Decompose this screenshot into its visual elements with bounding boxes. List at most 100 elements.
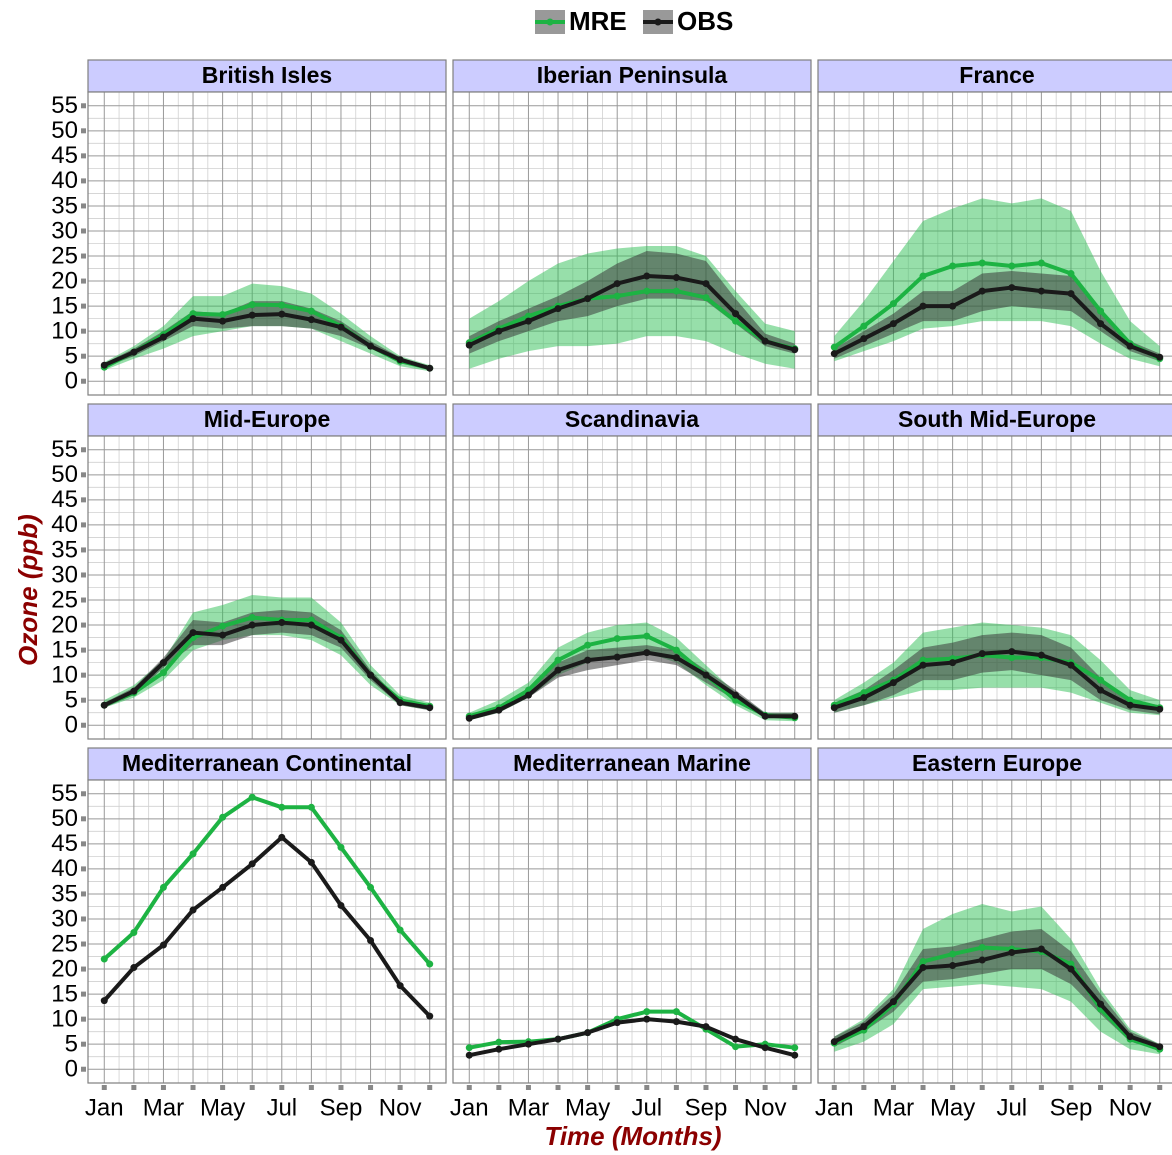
data-point: [495, 706, 503, 714]
data-point: [248, 311, 256, 319]
series-line: [103, 312, 431, 371]
facet-strip: [817, 403, 1172, 437]
facet-title: British Isles: [202, 62, 332, 88]
data-point: [732, 310, 740, 318]
data-point: [830, 343, 838, 351]
data-point: [1037, 287, 1045, 295]
panel-border: [452, 91, 812, 396]
data-point: [100, 997, 108, 1005]
x-tick: [397, 1085, 403, 1090]
y-tick-label: 0: [65, 1056, 78, 1083]
data-point: [219, 813, 227, 821]
panel-content: [818, 780, 1172, 1083]
series-line: [468, 1009, 795, 1050]
x-tick: [427, 1085, 433, 1090]
x-tick-label: Mar: [873, 1094, 914, 1121]
data-point: [919, 272, 927, 280]
data-point: [761, 712, 769, 720]
x-tick: [1127, 1085, 1133, 1090]
y-tick: [81, 891, 86, 897]
x-tick-label: Jul: [631, 1094, 662, 1121]
y-tick-label: 15: [51, 292, 78, 319]
y-tick: [81, 447, 86, 453]
panel-content: [818, 92, 1172, 395]
x-tick: [1157, 1085, 1163, 1090]
legend-dot: [546, 18, 554, 26]
data-point: [1067, 661, 1075, 669]
data-point: [761, 337, 769, 345]
x-tick: [466, 1085, 472, 1090]
y-tick-label: 55: [51, 92, 78, 119]
x-tick-label: Nov: [379, 1094, 422, 1121]
panel-border: [87, 435, 447, 740]
data-point: [219, 883, 227, 891]
x-tick-label: Jan: [85, 1094, 124, 1121]
data-point: [761, 1044, 769, 1052]
x-tick: [792, 1085, 798, 1090]
range-band: [469, 251, 795, 354]
y-tick: [81, 378, 86, 384]
data-point: [248, 793, 256, 801]
data-point: [613, 292, 621, 300]
data-point: [396, 982, 404, 990]
facet-title: France: [959, 62, 1034, 88]
data-point: [248, 860, 256, 868]
y-tick: [81, 278, 86, 284]
x-tick: [525, 1085, 531, 1090]
data-point: [791, 1044, 799, 1052]
y-tick: [81, 547, 86, 553]
y-tick: [81, 128, 86, 134]
data-point: [130, 964, 138, 972]
x-tick: [703, 1085, 709, 1090]
facet-strip: [452, 747, 812, 781]
data-point: [1126, 342, 1134, 350]
data-point: [465, 714, 473, 722]
data-point: [949, 262, 957, 270]
data-point: [307, 858, 315, 866]
data-point: [159, 883, 167, 891]
data-point: [889, 679, 897, 687]
data-point: [1008, 284, 1016, 292]
x-tick-label: Jan: [450, 1094, 489, 1121]
data-point: [1097, 676, 1105, 684]
panel-content: [88, 436, 446, 739]
data-point: [1008, 654, 1016, 662]
panel-content: [453, 780, 811, 1083]
data-point: [1156, 705, 1164, 713]
facet-title: Scandinavia: [565, 406, 699, 432]
data-point: [830, 704, 838, 712]
x-tick: [279, 1085, 285, 1090]
x-tick: [496, 1085, 502, 1090]
facet-title: Iberian Peninsula: [537, 62, 728, 88]
data-point: [643, 649, 651, 657]
data-point: [396, 699, 404, 707]
x-tick: [644, 1085, 650, 1090]
data-point: [672, 646, 680, 654]
data-point: [1008, 648, 1016, 656]
data-point: [465, 1051, 473, 1059]
x-tick: [585, 1085, 591, 1090]
panel-content: [88, 780, 446, 1083]
y-tick-label: 0: [65, 368, 78, 395]
series-line: [468, 289, 796, 351]
data-point: [949, 962, 957, 970]
y-tick-label: 55: [51, 436, 78, 463]
y-tick: [81, 353, 86, 359]
series-line: [102, 795, 432, 966]
data-point: [732, 317, 740, 325]
data-point: [732, 1043, 740, 1051]
data-point: [278, 301, 286, 309]
data-point: [524, 691, 532, 699]
y-tick-label: 45: [51, 830, 78, 857]
x-tick-label: Sep: [320, 1094, 363, 1121]
data-point: [367, 342, 375, 350]
y-tick-label: 25: [51, 242, 78, 269]
series-line: [833, 945, 1161, 1052]
data-point: [367, 671, 375, 679]
y-tick: [81, 178, 86, 184]
facet-strip: [87, 747, 447, 781]
y-tick: [81, 816, 86, 822]
x-tick: [190, 1085, 196, 1090]
y-tick: [81, 1016, 86, 1022]
data-point: [949, 659, 957, 667]
